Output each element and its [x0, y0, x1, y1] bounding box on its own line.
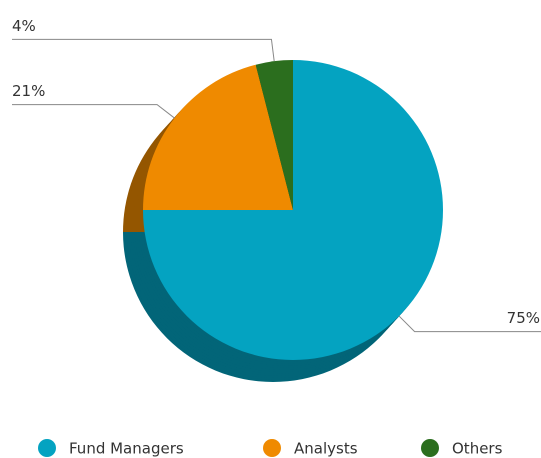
leader-line	[398, 315, 541, 333]
legend-label: Others	[452, 440, 503, 458]
legend-marker	[421, 439, 439, 457]
pie-slice	[143, 64, 293, 210]
data-label: 75%	[507, 309, 540, 327]
leader-line	[12, 104, 175, 119]
data-label: 21%	[12, 82, 45, 100]
pie-slice	[255, 60, 293, 210]
data-label: 4%	[12, 17, 36, 35]
legend-label: Fund Managers	[69, 440, 184, 458]
leader-line	[12, 38, 275, 62]
legend-marker	[38, 439, 56, 457]
legend-marker	[263, 439, 281, 457]
legend-label: Analysts	[294, 440, 358, 458]
